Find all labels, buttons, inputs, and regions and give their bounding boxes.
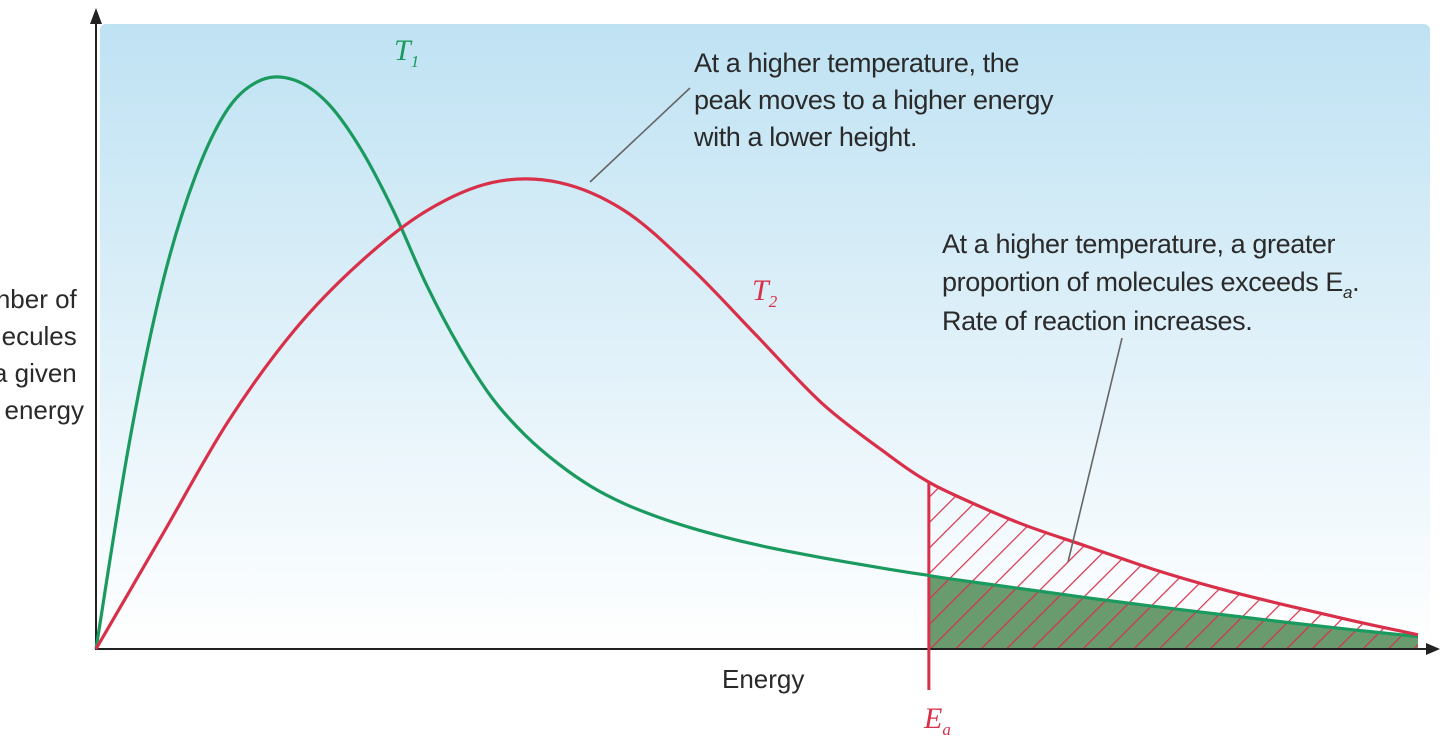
peak-note-annotation: At a higher temperature, the peak moves … <box>693 48 1060 152</box>
t1-curve <box>94 75 1419 650</box>
y-axis-label: nber of lecules a given energy <box>0 284 84 425</box>
t2-area-above-ea-hatch <box>928 481 1418 649</box>
x-axis-arrow-icon <box>1426 643 1440 655</box>
proportion-note-annotation: At a higher temperature, a greater propo… <box>942 229 1366 336</box>
t1-label: T1 <box>394 34 419 71</box>
x-axis-label: Energy <box>722 664 804 694</box>
plot-background <box>100 24 1430 650</box>
y-axis-arrow-icon <box>90 8 102 24</box>
proportion-note-leader-line <box>1067 337 1123 563</box>
peak-note-leader-line <box>589 87 691 183</box>
t2-curve <box>94 177 1419 650</box>
t2-label: T2 <box>752 274 778 311</box>
ea-label: Ea <box>923 702 951 739</box>
